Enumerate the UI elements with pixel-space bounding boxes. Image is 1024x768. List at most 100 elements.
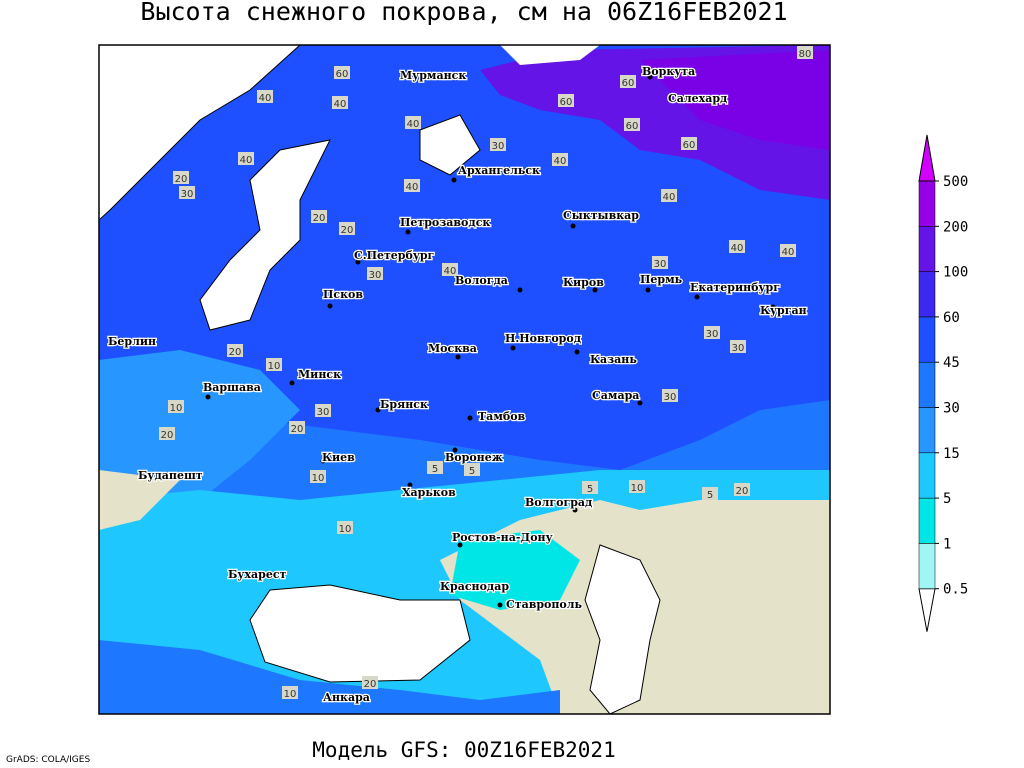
city-dot	[497, 602, 503, 608]
contour-label: 30	[317, 407, 330, 418]
black-sea	[249, 584, 471, 683]
city-label: Москва	[428, 342, 477, 355]
contour-label: 10	[268, 361, 281, 372]
city-label: Архангельск	[458, 164, 540, 177]
city-dot	[457, 542, 463, 548]
contour-label-box	[311, 210, 327, 223]
colorbar-segment	[918, 452, 936, 499]
city-label: Салехард	[668, 92, 727, 105]
zone-cyan	[450, 530, 580, 610]
city-label: Н.Новгород	[505, 332, 581, 345]
colorbar-label: 5	[943, 491, 951, 507]
contour-label: 20	[364, 679, 377, 690]
contour-label: 30	[654, 259, 667, 270]
colorbar-under	[918, 588, 936, 632]
colorbar-segment	[918, 361, 936, 408]
city-label: Харьков	[402, 486, 456, 499]
title: Высота снежного покрова, см на 06Z16FEB2…	[140, 0, 787, 26]
city-dot	[647, 74, 653, 80]
contour-label-box	[315, 404, 331, 417]
zone-south	[99, 640, 560, 714]
city-dot	[467, 415, 473, 421]
colorbar-segment	[918, 226, 936, 272]
colorbar-label: 45	[943, 355, 960, 371]
contour-label: 10	[170, 403, 183, 414]
city-dot	[452, 582, 458, 588]
city-label: Киев	[322, 451, 355, 464]
city-label: Бухарест	[228, 568, 287, 581]
city-dot	[592, 287, 598, 293]
city-dot	[142, 474, 148, 480]
contour-label-box	[362, 676, 378, 689]
white-sea	[419, 114, 481, 176]
contour-label: 40	[240, 155, 253, 166]
contour-label: 40	[782, 247, 795, 258]
city-dot	[267, 574, 273, 580]
contour-label: 60	[560, 97, 573, 108]
city-label: Анкара	[323, 691, 370, 704]
contour-label-box	[704, 326, 720, 339]
contour-label: 40	[663, 192, 676, 203]
map-frame	[98, 44, 831, 715]
city-label: Воркута	[642, 65, 695, 78]
contour-label-box	[780, 244, 796, 257]
contour-label-box	[159, 427, 175, 440]
city-dot	[770, 304, 776, 310]
contour-label-box	[168, 400, 184, 413]
city-label: Киров	[563, 276, 604, 289]
contour-label-box	[629, 480, 645, 493]
contour-label-box	[652, 256, 668, 269]
contour-label-box	[661, 189, 677, 202]
contour-label-box	[662, 389, 678, 402]
contour-label: 40	[444, 266, 457, 277]
contour-label-box	[404, 179, 420, 192]
city-dot	[407, 482, 413, 488]
contour-label-box	[797, 46, 813, 59]
contour-label: 30	[369, 270, 382, 281]
city-dot	[452, 447, 458, 453]
contour-label: 40	[731, 243, 744, 254]
contour-label-box	[558, 94, 574, 107]
contour-label: 60	[683, 140, 696, 151]
city-label: Волгоград	[525, 496, 592, 509]
contour-label: 20	[161, 430, 174, 441]
contour-label-box	[332, 96, 348, 109]
zone-purple-2	[640, 50, 830, 150]
contour-label: 5	[587, 484, 593, 495]
city-label: Казань	[590, 353, 637, 366]
colorbar-label: 60	[943, 310, 960, 326]
contour-label-box	[173, 171, 189, 184]
contour-label: 40	[407, 119, 420, 130]
contour-label-box	[464, 463, 480, 476]
contour-label-box	[367, 267, 383, 280]
contour-label: 80	[799, 49, 812, 60]
contour-label-box	[257, 90, 273, 103]
contour-label-box	[289, 421, 305, 434]
contour-label-box	[702, 487, 718, 500]
colorbar-label: 30	[943, 401, 960, 417]
contour-label: 40	[554, 156, 567, 167]
city-dot	[574, 349, 580, 355]
city-label: Екатеринбург	[690, 281, 780, 294]
city-dot	[455, 354, 461, 360]
contour-label-box	[282, 686, 298, 699]
contour-label: 10	[284, 689, 297, 700]
land-bare	[99, 470, 180, 530]
contour-label-box	[624, 118, 640, 131]
contour-label-box	[730, 340, 746, 353]
contour-label: 40	[406, 182, 419, 193]
city-label: Петрозаводск	[400, 216, 490, 229]
contour-label: 60	[622, 78, 635, 89]
colorbar-segment	[918, 497, 936, 544]
contour-label-box	[729, 240, 745, 253]
city-label: Ставрополь	[506, 598, 583, 611]
model-caption: Модель GFS: 00Z16FEB2021	[312, 738, 615, 762]
city-dot	[375, 407, 381, 413]
city-label: Тамбов	[478, 410, 526, 423]
contour-label-box	[405, 116, 421, 129]
contour-label-box	[337, 521, 353, 534]
contour-label: 20	[291, 424, 304, 435]
city-dot	[355, 259, 361, 265]
